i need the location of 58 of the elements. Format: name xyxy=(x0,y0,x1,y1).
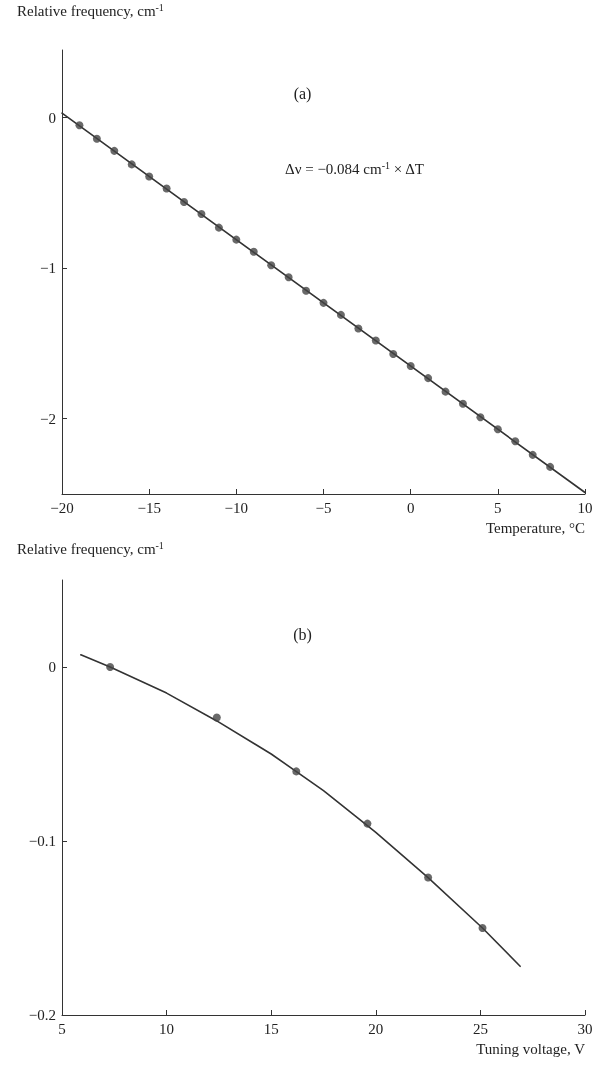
x-tick-label: −15 xyxy=(137,499,161,516)
point xyxy=(528,450,537,459)
point xyxy=(162,184,171,193)
point xyxy=(476,413,485,422)
point xyxy=(363,819,372,828)
point xyxy=(284,273,293,282)
x-tick-label: −5 xyxy=(315,499,332,516)
point xyxy=(92,134,101,143)
point xyxy=(214,223,223,232)
point xyxy=(406,362,415,371)
point xyxy=(106,663,115,671)
point xyxy=(292,767,301,776)
point xyxy=(75,121,84,130)
x-tick-label: 25 xyxy=(472,1020,488,1037)
y-tick-label: −2 xyxy=(40,410,56,427)
y-tick-label: −1 xyxy=(40,260,56,277)
x-axis-title: Temperature, °C xyxy=(485,519,585,536)
x-tick-label: 0 xyxy=(406,499,415,516)
x-tick-label: 10 xyxy=(577,499,593,516)
point xyxy=(424,873,433,882)
x-tick-label: 10 xyxy=(159,1020,175,1037)
point xyxy=(127,160,136,169)
x-tick-label: 30 xyxy=(577,1020,593,1037)
text: (a) xyxy=(293,84,312,103)
point xyxy=(493,425,502,434)
x-tick-label: −20 xyxy=(50,499,74,516)
point xyxy=(145,172,154,181)
point xyxy=(212,713,221,722)
y-tick-label: −0.2 xyxy=(28,1007,56,1023)
point xyxy=(478,924,487,932)
point xyxy=(302,286,311,295)
y-tick-label: 0 xyxy=(48,659,56,675)
point xyxy=(441,387,450,396)
point xyxy=(458,399,467,408)
x-tick-label: −10 xyxy=(224,499,249,516)
text: (b) xyxy=(293,625,312,644)
point xyxy=(389,350,398,359)
point xyxy=(267,261,276,270)
x-tick-label: 5 xyxy=(494,499,502,516)
point xyxy=(546,462,555,471)
point xyxy=(110,146,119,155)
x-tick-label: 20 xyxy=(368,1020,384,1037)
point xyxy=(249,247,258,256)
x-tick-label: 15 xyxy=(263,1020,279,1037)
point xyxy=(232,235,241,244)
point xyxy=(180,198,189,207)
point xyxy=(511,437,520,446)
point xyxy=(319,298,328,307)
line-series xyxy=(80,654,521,968)
point xyxy=(197,210,206,219)
point xyxy=(354,324,363,333)
x-tick-label: 5 xyxy=(58,1020,66,1037)
x-axis-title: Tuning voltage, V xyxy=(476,1040,586,1057)
point xyxy=(336,310,345,319)
y-tick-label: 0 xyxy=(48,109,56,126)
point xyxy=(371,336,380,345)
point xyxy=(424,374,433,383)
y-tick-label: −0.1 xyxy=(28,833,56,849)
